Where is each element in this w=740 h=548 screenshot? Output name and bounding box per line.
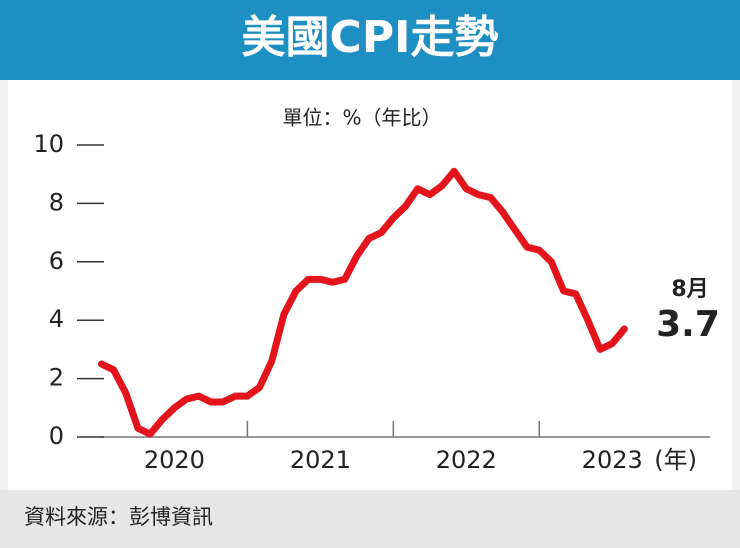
chart-title: 美國CPI走勢 (242, 12, 499, 63)
subtitle: 單位：%（年比） (282, 106, 441, 130)
x-tick-label: 2022 (436, 446, 497, 474)
x-tick-label: 2021 (290, 446, 351, 474)
x-tick-label: 2023 (582, 446, 643, 474)
cpi-line (97, 167, 628, 438)
end-annotation: 8月 (671, 277, 708, 302)
y-tick-label: 10 (33, 130, 64, 158)
value-label: 3.7 (656, 304, 720, 345)
y-tick-label: 0 (49, 422, 64, 450)
y-tick-label: 8 (49, 188, 64, 216)
x-tick-label: 2020 (144, 446, 205, 474)
y-tick-label: 4 (49, 305, 64, 333)
y-tick-label: 6 (49, 247, 64, 275)
x-axis-label: (年) (654, 446, 697, 474)
y-tick-label: 2 (49, 364, 64, 392)
header-band (0, 0, 740, 80)
source: 資料來源：彭博資訊 (24, 505, 213, 529)
plot-background (8, 80, 732, 490)
footer-band (0, 490, 740, 548)
